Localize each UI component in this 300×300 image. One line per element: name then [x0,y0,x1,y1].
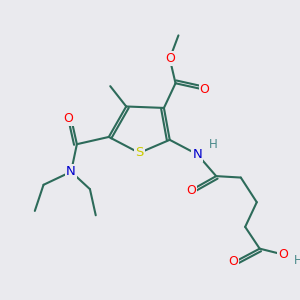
Text: O: O [165,52,175,65]
Text: N: N [66,165,76,178]
Text: O: O [187,184,196,197]
Text: S: S [135,146,143,159]
Text: H: H [209,138,218,151]
Text: O: O [200,82,209,96]
Text: H: H [294,254,300,267]
Text: O: O [63,112,73,124]
Text: O: O [278,248,288,261]
Text: O: O [229,255,238,268]
Text: N: N [192,148,202,161]
